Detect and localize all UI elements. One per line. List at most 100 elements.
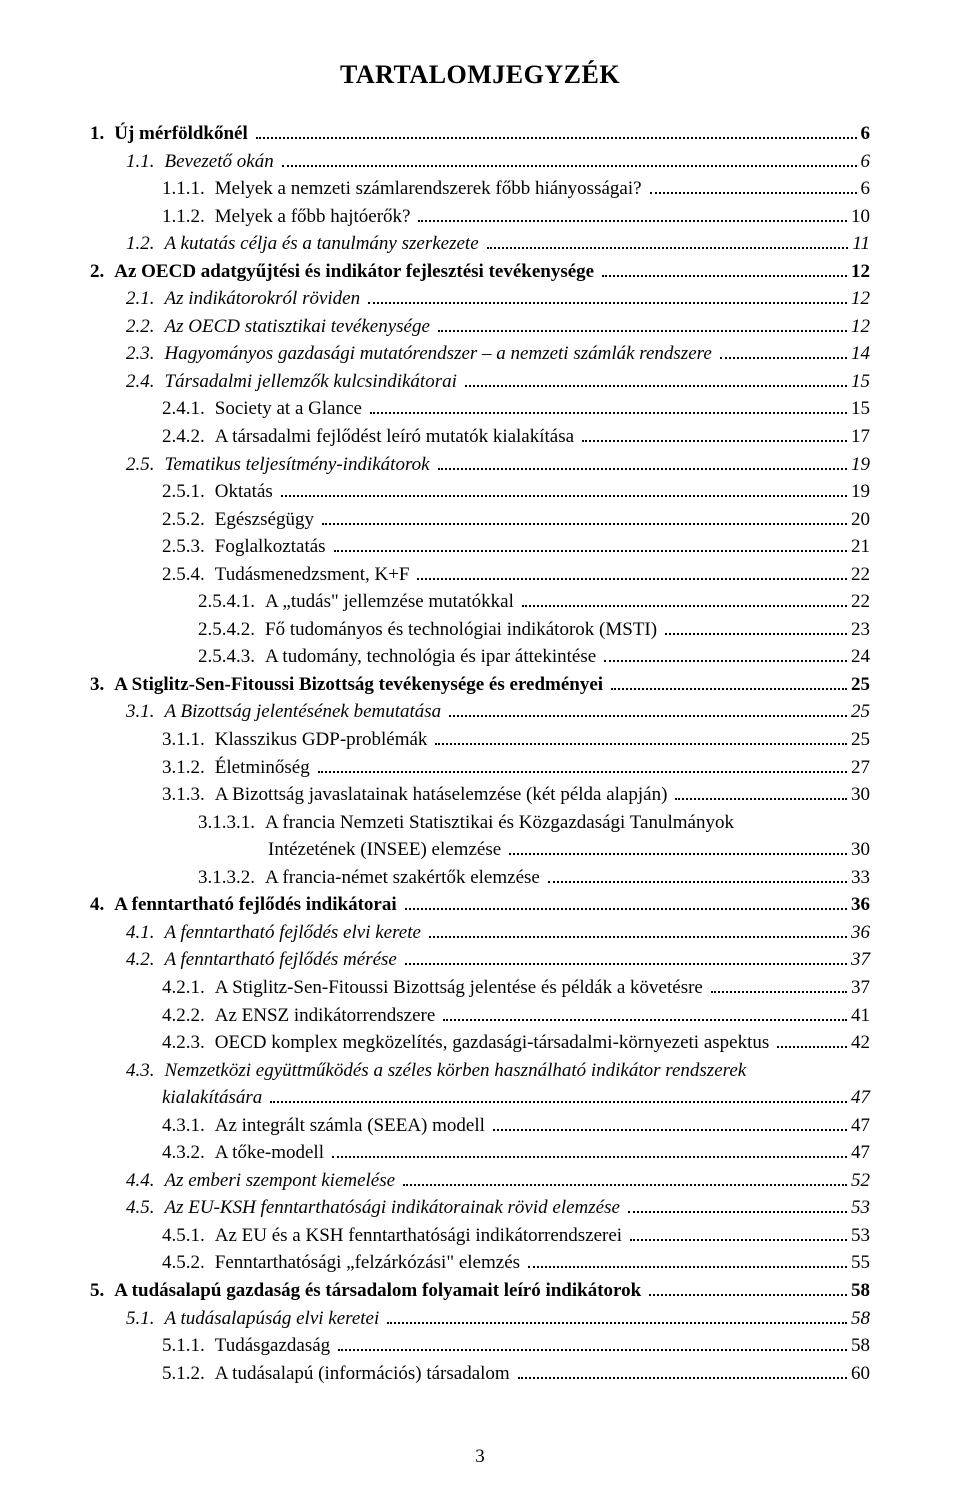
toc-leader-dots bbox=[487, 247, 849, 249]
toc-entry-text: Az OECD statisztikai tevékenysége bbox=[165, 313, 434, 341]
toc-entry-number: 1.1.2. bbox=[162, 203, 215, 231]
toc-entry: 4.A fenntartható fejlődés indikátorai36 bbox=[90, 891, 870, 919]
toc-leader-dots bbox=[449, 715, 847, 717]
toc-entry: 3.1.2.Életminőség27 bbox=[90, 754, 870, 782]
toc-entry-number: 2.5.4.2. bbox=[198, 616, 265, 644]
toc-entry-text: Society at a Glance bbox=[215, 395, 366, 423]
toc-leader-dots bbox=[370, 412, 847, 414]
toc-entry: 2.5.1.Oktatás19 bbox=[90, 478, 870, 506]
toc-entry-number: 2.2. bbox=[126, 313, 165, 341]
toc-leader-dots bbox=[604, 660, 847, 662]
toc-entry-page: 15 bbox=[851, 368, 870, 396]
toc-entry-text: A Bizottság jelentésének bemutatása bbox=[165, 698, 446, 726]
toc-leader-dots bbox=[650, 192, 857, 194]
toc-entry-text: Intézetének (INSEE) elemzése bbox=[268, 836, 505, 864]
toc-entry-page: 60 bbox=[851, 1360, 870, 1388]
toc-entry-text: Bevezető okán bbox=[165, 148, 278, 176]
toc-leader-dots bbox=[777, 1046, 847, 1048]
toc-entry-number: 2. bbox=[90, 258, 114, 286]
toc-entry-page: 27 bbox=[851, 754, 870, 782]
toc-entry-number: 3.1.3. bbox=[162, 781, 215, 809]
toc-entry: 3.1.1.Klasszikus GDP-problémák25 bbox=[90, 726, 870, 754]
toc-entry-text: A kutatás célja és a tanulmány szerkezet… bbox=[165, 230, 483, 258]
toc-leader-dots bbox=[509, 853, 847, 855]
toc-entry: 4.5.Az EU-KSH fenntarthatósági indikátor… bbox=[90, 1194, 870, 1222]
toc-entry-number: 4.2.1. bbox=[162, 974, 215, 1002]
toc-entry-text: Foglalkoztatás bbox=[215, 533, 330, 561]
toc-entry-number: 2.5.2. bbox=[162, 506, 215, 534]
toc-entry-text: Klasszikus GDP-problémák bbox=[215, 726, 432, 754]
toc-entry: 2.Az OECD adatgyűjtési és indikátor fejl… bbox=[90, 258, 870, 286]
toc-leader-dots bbox=[387, 1322, 847, 1324]
toc-entry: 2.5.4.2.Fő tudományos és technológiai in… bbox=[90, 616, 870, 644]
toc-entry-page: 6 bbox=[861, 148, 871, 176]
toc-entry: 2.4.Társadalmi jellemzők kulcsindikátora… bbox=[90, 368, 870, 396]
toc-entry-number: 4.2.2. bbox=[162, 1002, 215, 1030]
toc-body: 1.Új mérföldkőnél61.1.Bevezető okán61.1.… bbox=[90, 120, 870, 1387]
toc-leader-dots bbox=[368, 302, 847, 304]
toc-entry: 2.4.2.A társadalmi fejlődést leíró mutat… bbox=[90, 423, 870, 451]
toc-entry-number: 3.1.1. bbox=[162, 726, 215, 754]
toc-entry-number: 2.1. bbox=[126, 285, 165, 313]
toc-entry-number: 5.1. bbox=[126, 1305, 165, 1333]
toc-entry-page: 15 bbox=[851, 395, 870, 423]
toc-entry-page: 23 bbox=[851, 616, 870, 644]
toc-entry: 4.3.1.Az integrált számla (SEEA) modell4… bbox=[90, 1112, 870, 1140]
toc-entry-text: Életminőség bbox=[215, 754, 314, 782]
toc-entry-number: 2.5.3. bbox=[162, 533, 215, 561]
toc-entry-text: A francia Nemzeti Statisztikai és Közgaz… bbox=[265, 809, 738, 837]
toc-entry: 1.1.1.Melyek a nemzeti számlarendszerek … bbox=[90, 175, 870, 203]
toc-leader-dots bbox=[435, 743, 847, 745]
toc-entry: 2.5.4.3.A tudomány, technológia és ipar … bbox=[90, 643, 870, 671]
toc-entry-number: 3. bbox=[90, 671, 114, 699]
toc-leader-dots bbox=[675, 798, 847, 800]
toc-entry: 2.5.Tematikus teljesítmény-indikátorok19 bbox=[90, 451, 870, 479]
toc-leader-dots bbox=[281, 495, 847, 497]
toc-entry: 4.2.A fenntartható fejlődés mérése37 bbox=[90, 946, 870, 974]
toc-entry-text: A „tudás" jellemzése mutatókkal bbox=[265, 588, 518, 616]
toc-entry-number: 3.1. bbox=[126, 698, 165, 726]
toc-leader-dots bbox=[628, 1211, 847, 1213]
toc-entry: kialakítására47 bbox=[90, 1084, 870, 1112]
toc-entry-text: A fenntartható fejlődés mérése bbox=[165, 946, 401, 974]
toc-entry-page: 58 bbox=[851, 1305, 870, 1333]
toc-entry-page: 53 bbox=[851, 1194, 870, 1222]
toc-entry-text: Tematikus teljesítmény-indikátorok bbox=[165, 451, 434, 479]
toc-entry-page: 55 bbox=[851, 1249, 870, 1277]
toc-entry-page: 53 bbox=[851, 1222, 870, 1250]
toc-entry-number: 2.5.1. bbox=[162, 478, 215, 506]
toc-entry-text: A Stiglitz-Sen-Fitoussi Bizottság jelent… bbox=[215, 974, 707, 1002]
toc-entry-page: 36 bbox=[851, 891, 870, 919]
toc-entry-text: Új mérföldkőnél bbox=[114, 120, 252, 148]
toc-entry-text: A Stiglitz-Sen-Fitoussi Bizottság tevéke… bbox=[114, 671, 607, 699]
toc-entry-page: 58 bbox=[851, 1332, 870, 1360]
toc-entry-number: 4.2.3. bbox=[162, 1029, 215, 1057]
toc-entry-text: A fenntartható fejlődés indikátorai bbox=[114, 891, 400, 919]
toc-entry: 4.2.3.OECD komplex megközelítés, gazdasá… bbox=[90, 1029, 870, 1057]
toc-entry-number: 2.4.1. bbox=[162, 395, 215, 423]
toc-entry: 4.5.1.Az EU és a KSH fenntarthatósági in… bbox=[90, 1222, 870, 1250]
toc-entry: 4.3.2.A tőke-modell47 bbox=[90, 1139, 870, 1167]
toc-entry-text: Egészségügy bbox=[215, 506, 318, 534]
toc-leader-dots bbox=[720, 357, 847, 359]
toc-leader-dots bbox=[582, 440, 847, 442]
toc-entry-page: 10 bbox=[851, 203, 870, 231]
toc-entry-text: A tudásalapú (információs) társadalom bbox=[215, 1360, 514, 1388]
toc-entry: 2.5.4.Tudásmenedzsment, K+F22 bbox=[90, 561, 870, 589]
toc-leader-dots bbox=[711, 991, 847, 993]
toc-entry-number: 1. bbox=[90, 120, 114, 148]
toc-entry-number: 4.3.1. bbox=[162, 1112, 215, 1140]
toc-entry-text: A tudásalapú gazdaság és társadalom foly… bbox=[114, 1277, 645, 1305]
toc-entry-page: 21 bbox=[851, 533, 870, 561]
toc-leader-dots bbox=[270, 1101, 847, 1103]
toc-entry-page: 6 bbox=[861, 175, 871, 203]
toc-leader-dots bbox=[334, 550, 847, 552]
toc-leader-dots bbox=[493, 1129, 847, 1131]
toc-entry: 4.1.A fenntartható fejlődés elvi kerete3… bbox=[90, 919, 870, 947]
toc-entry-text: A tőke-modell bbox=[215, 1139, 328, 1167]
toc-leader-dots bbox=[518, 1377, 847, 1379]
toc-entry-text: Társadalmi jellemzők kulcsindikátorai bbox=[165, 368, 461, 396]
toc-entry-page: 33 bbox=[851, 864, 870, 892]
toc-entry-text: Az emberi szempont kiemelése bbox=[165, 1167, 400, 1195]
toc-leader-dots bbox=[338, 1349, 847, 1351]
